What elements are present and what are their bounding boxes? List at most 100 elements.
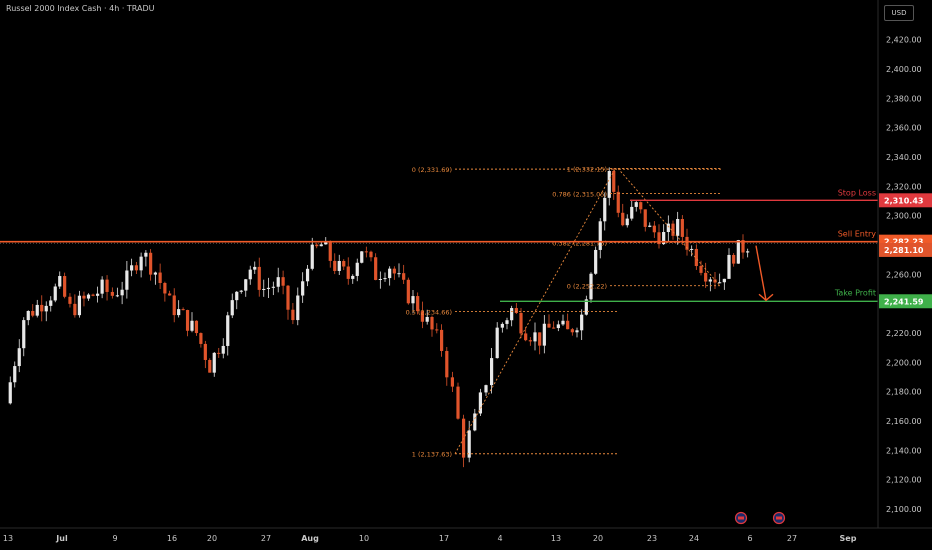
x-tick-label: Aug [301, 534, 319, 543]
candle-body [445, 350, 449, 378]
candle-body [53, 286, 57, 301]
fib-level-label: 0.5 (2,234.66) [406, 308, 452, 316]
candle-body [456, 386, 460, 419]
candle-body [301, 281, 305, 296]
candle-body [253, 266, 257, 270]
fib-level-label: 0 (2,252.22) [567, 283, 607, 291]
candle-body [722, 278, 726, 283]
candle-body [77, 295, 82, 316]
y-tick-label: 2,360.00 [886, 124, 922, 133]
flag-stripe [776, 516, 782, 520]
candle-body [208, 359, 212, 373]
sell-entry-tag-label: 2,282.23 [884, 238, 923, 247]
candle-body [217, 352, 221, 354]
candle-body [598, 221, 602, 250]
candle-body [63, 276, 67, 297]
candle-body [420, 311, 424, 322]
candle-body [82, 295, 86, 299]
candle-body [91, 294, 95, 296]
stop-loss-tag [879, 193, 932, 208]
candle-body [221, 345, 225, 354]
candle-body [230, 300, 234, 316]
candle-body [181, 309, 185, 311]
candle-body [594, 249, 598, 274]
candle-body [286, 285, 290, 310]
candle-body [130, 265, 134, 271]
candle-body [490, 358, 494, 386]
x-tick-label: 20 [593, 534, 603, 543]
candle-body [226, 315, 230, 346]
candle-body [732, 254, 736, 264]
candle-body [589, 273, 593, 300]
candle-body [552, 327, 556, 329]
take-profit-label: Take Profit [834, 288, 876, 297]
candle-body [271, 286, 275, 288]
x-tick-label: Jul [55, 534, 68, 543]
candle-body [26, 311, 30, 321]
candle-body [484, 385, 488, 393]
fib-level-label: 0 (2,331.69) [412, 166, 452, 174]
candle-body [134, 265, 138, 271]
candle-body [528, 340, 532, 342]
x-tick-label: 13 [3, 534, 13, 543]
candle-body [203, 343, 207, 360]
candle-body [648, 225, 652, 227]
candle-body [570, 329, 574, 333]
candle-body [31, 311, 35, 316]
candle-body [199, 333, 203, 344]
candle-body [666, 223, 670, 233]
candle-body [612, 171, 616, 192]
candle-body [685, 236, 689, 250]
candle-body [556, 324, 560, 329]
candle-body [100, 279, 104, 294]
candle-body [163, 282, 167, 294]
currency-button[interactable]: USD [884, 5, 914, 21]
flag-stripe [738, 516, 744, 520]
candle-body [346, 266, 350, 279]
candle-body [342, 261, 346, 267]
candle-body [538, 332, 542, 346]
candle-body [561, 320, 565, 325]
candle-body [328, 242, 332, 261]
candle-body [411, 296, 415, 304]
x-tick-label: 9 [112, 534, 117, 543]
candle-body [378, 278, 382, 280]
chart-title: Russel 2000 Index Cash · 4h · TRADU [6, 4, 155, 13]
y-tick-label: 2,200.00 [886, 358, 922, 367]
candle-body [676, 218, 680, 236]
candle-body [374, 257, 378, 280]
candle-body [533, 332, 537, 342]
x-tick-label: 17 [439, 534, 449, 543]
x-tick-label: Sep [840, 534, 857, 543]
candle-body [397, 273, 401, 275]
candle-body [450, 377, 454, 387]
candle-body [718, 282, 722, 284]
current-price-tag-label: 2,281.10 [884, 246, 924, 255]
candle-body [369, 251, 373, 258]
x-tick-label: 27 [261, 534, 271, 543]
candle-body [634, 202, 638, 207]
candle-body [185, 310, 190, 331]
candle-body [149, 252, 153, 275]
candle-body [607, 171, 611, 198]
candle-body [105, 279, 109, 292]
candle-body [519, 313, 523, 334]
x-tick-label: 20 [207, 534, 217, 543]
candle-body [168, 293, 172, 296]
candle-body [125, 270, 129, 290]
take-profit-tag-label: 2,241.59 [884, 297, 924, 306]
candle-body [416, 296, 420, 312]
current-price-tag [879, 242, 932, 257]
candle-body [291, 309, 295, 321]
candle-body [603, 197, 607, 222]
candle-body [120, 289, 124, 296]
y-tick-label: 2,260.00 [886, 270, 922, 279]
candle-body [235, 291, 239, 301]
stop-loss-label: Stop Loss [838, 188, 876, 197]
fib-level-label: 0.382 (2,281.75) [552, 239, 607, 247]
candle-body [319, 244, 323, 247]
candle-body [713, 279, 717, 283]
candle-body [68, 296, 72, 304]
candle-body [657, 232, 661, 245]
